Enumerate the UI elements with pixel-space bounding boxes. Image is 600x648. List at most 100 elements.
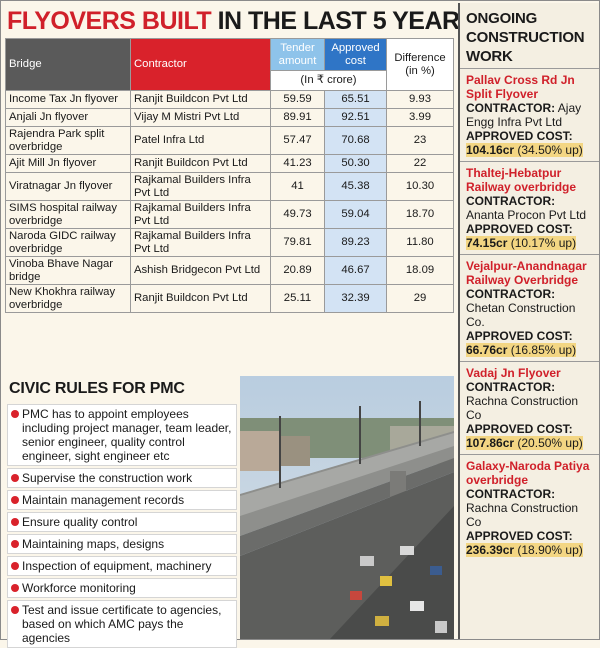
cell-bridge: Naroda GIDC railway overbridge [5, 228, 131, 257]
cell-tender-amount: 20.89 [270, 256, 325, 285]
cell-contractor: Patel Infra Ltd [130, 126, 271, 155]
project-cost: 107.86cr (20.50% up) [466, 436, 583, 450]
cell-bridge: Viratnagar Jn flyover [5, 172, 131, 201]
civic-rule-item: Test and issue certificate to agencies, … [7, 600, 237, 648]
approved-cost-label: APPROVED COST: [466, 422, 573, 436]
table-row: New Khokhra railway overbridge Ranjit Bui… [5, 284, 454, 313]
contractor-label: CONTRACTOR: [466, 101, 556, 115]
header-contractor: Contractor [130, 38, 271, 91]
cell-tender-amount: 57.47 [270, 126, 325, 155]
civic-rule-item: Supervise the construction work [7, 468, 237, 488]
cell-tender-amount: 25.11 [270, 284, 325, 313]
table-row: SIMS hospital railway overbridge Rajkamal… [5, 200, 454, 229]
cell-difference: 9.93 [386, 90, 454, 109]
civic-rule-item: Workforce monitoring [7, 578, 237, 598]
cell-approved-cost: 59.04 [324, 200, 387, 229]
civic-rule-item: Maintain management records [7, 490, 237, 510]
cell-approved-cost: 45.38 [324, 172, 387, 201]
cell-difference: 23 [386, 126, 454, 155]
cell-approved-cost: 89.23 [324, 228, 387, 257]
page-title: FLYOVERS BUILT IN THE LAST 5 YEARS [7, 5, 476, 37]
cell-bridge: Vinoba Bhave Nagar bridge [5, 256, 131, 285]
cell-tender-amount: 59.59 [270, 90, 325, 109]
project-cost: 236.39cr (18.90% up) [466, 543, 583, 557]
project-cost: 74.15cr (10.17% up) [466, 236, 577, 250]
header-unit: (In ₹ crore) [270, 70, 387, 91]
cell-tender-amount: 79.81 [270, 228, 325, 257]
civic-rule-text: Maintain management records [22, 493, 185, 507]
cell-bridge: Ajit Mill Jn flyover [5, 154, 131, 173]
approved-cost-label: APPROVED COST: [466, 529, 573, 543]
cell-contractor: Rajkamal Builders Infra Pvt Ltd [130, 228, 271, 257]
bullet-icon [11, 496, 19, 504]
bullet-icon [11, 410, 19, 418]
project-cost-percent: (10.17% up) [510, 236, 577, 250]
cell-tender-amount: 41 [270, 172, 325, 201]
header-difference: Difference (in %) [386, 38, 454, 91]
table-row: Income Tax Jn flyover Ranjit Buildcon Pvt… [5, 90, 454, 109]
cell-difference: 11.80 [386, 228, 454, 257]
table-row: Anjali Jn flyover Vijay M Mistri Pvt Ltd 8… [5, 108, 454, 127]
table-row: Rajendra Park split overbridge Patel Infr… [5, 126, 454, 155]
project-cost-value: 74.15cr [466, 236, 508, 250]
civic-rule-text: Inspection of equipment, machinery [22, 559, 212, 573]
civic-rule-text: Maintaining maps, designs [22, 537, 165, 551]
table-row: Naroda GIDC railway overbridge Rajkamal B… [5, 228, 454, 257]
cell-difference: 18.09 [386, 256, 454, 285]
cell-approved-cost: 32.39 [324, 284, 387, 313]
civic-rules-title: CIVIC RULES FOR PMC [9, 380, 185, 397]
flyover-photo [240, 376, 454, 639]
project-name: Pallav Cross Rd Jn Split Flyover [466, 73, 575, 101]
table-row: Vinoba Bhave Nagar bridge Ashish Bridgeco… [5, 256, 454, 285]
cell-approved-cost: 92.51 [324, 108, 387, 127]
cell-tender-amount: 49.73 [270, 200, 325, 229]
project-name: Vadaj Jn Flyover [466, 366, 561, 380]
cell-approved-cost: 50.30 [324, 154, 387, 173]
civic-rule-text: Ensure quality control [22, 515, 138, 529]
civic-rule-item: Maintaining maps, designs [7, 534, 237, 554]
cell-bridge: Rajendra Park split overbridge [5, 126, 131, 155]
project-cost: 66.76cr (16.85% up) [466, 343, 577, 357]
title-highlight: FLYOVERS BUILT [7, 7, 212, 35]
cell-contractor: Rajkamal Builders Infra Pvt Ltd [130, 172, 271, 201]
cell-bridge: Income Tax Jn flyover [5, 90, 131, 109]
cell-difference: 3.99 [386, 108, 454, 127]
bullet-icon [11, 584, 19, 592]
civic-rule-text: PMC has to appoint employees including p… [22, 407, 232, 463]
contractor-label: CONTRACTOR: [466, 287, 556, 301]
ongoing-project: Thaltej-Hebatpur Railway overbridge CONTR… [460, 161, 599, 254]
flyover-table: Bridge Contractor Tender amount Approved… [5, 38, 454, 313]
header-bridge: Bridge [5, 38, 131, 91]
cell-difference: 22 [386, 154, 454, 173]
header-tender-amount: Tender amount [270, 38, 325, 71]
bullet-icon [11, 562, 19, 570]
cell-contractor: Rajkamal Builders Infra Pvt Ltd [130, 200, 271, 229]
title-rest: IN THE LAST 5 YEARS [211, 7, 477, 35]
cell-approved-cost: 46.67 [324, 256, 387, 285]
cell-difference: 18.70 [386, 200, 454, 229]
cell-contractor: Ranjit Buildcon Pvt Ltd [130, 284, 271, 313]
project-cost-percent: (18.90% up) [517, 543, 583, 557]
cell-tender-amount: 41.23 [270, 154, 325, 173]
contractor-label: CONTRACTOR: [466, 194, 556, 208]
project-cost-value: 104.16cr [466, 143, 515, 157]
civic-rule-item: Ensure quality control [7, 512, 237, 532]
table-row: Viratnagar Jn flyover Rajkamal Builders I… [5, 172, 454, 201]
bullet-icon [11, 606, 19, 614]
ongoing-projects-list: Pallav Cross Rd Jn Split Flyover CONTRACT… [460, 68, 599, 561]
cell-approved-cost: 65.51 [324, 90, 387, 109]
project-name: Galaxy-Naroda Patiya overbridge [466, 459, 590, 487]
cell-approved-cost: 70.68 [324, 126, 387, 155]
project-cost-percent: (34.50% up) [517, 143, 583, 157]
approved-cost-label: APPROVED COST: [466, 329, 573, 343]
bullet-icon [11, 518, 19, 526]
contractor-label: CONTRACTOR: [466, 380, 556, 394]
cell-tender-amount: 89.91 [270, 108, 325, 127]
bullet-icon [11, 474, 19, 482]
ongoing-title: ONGOING CONSTRUCTION WORK [466, 10, 585, 65]
contractor-label: CONTRACTOR: [466, 487, 556, 501]
cell-difference: 10.30 [386, 172, 454, 201]
ongoing-project: Vadaj Jn Flyover CONTRACTOR: Rachna Const… [460, 361, 599, 454]
project-contractor: Ajay Engg Infra Pvt Ltd [466, 101, 582, 129]
project-cost-value: 107.86cr [466, 436, 515, 450]
